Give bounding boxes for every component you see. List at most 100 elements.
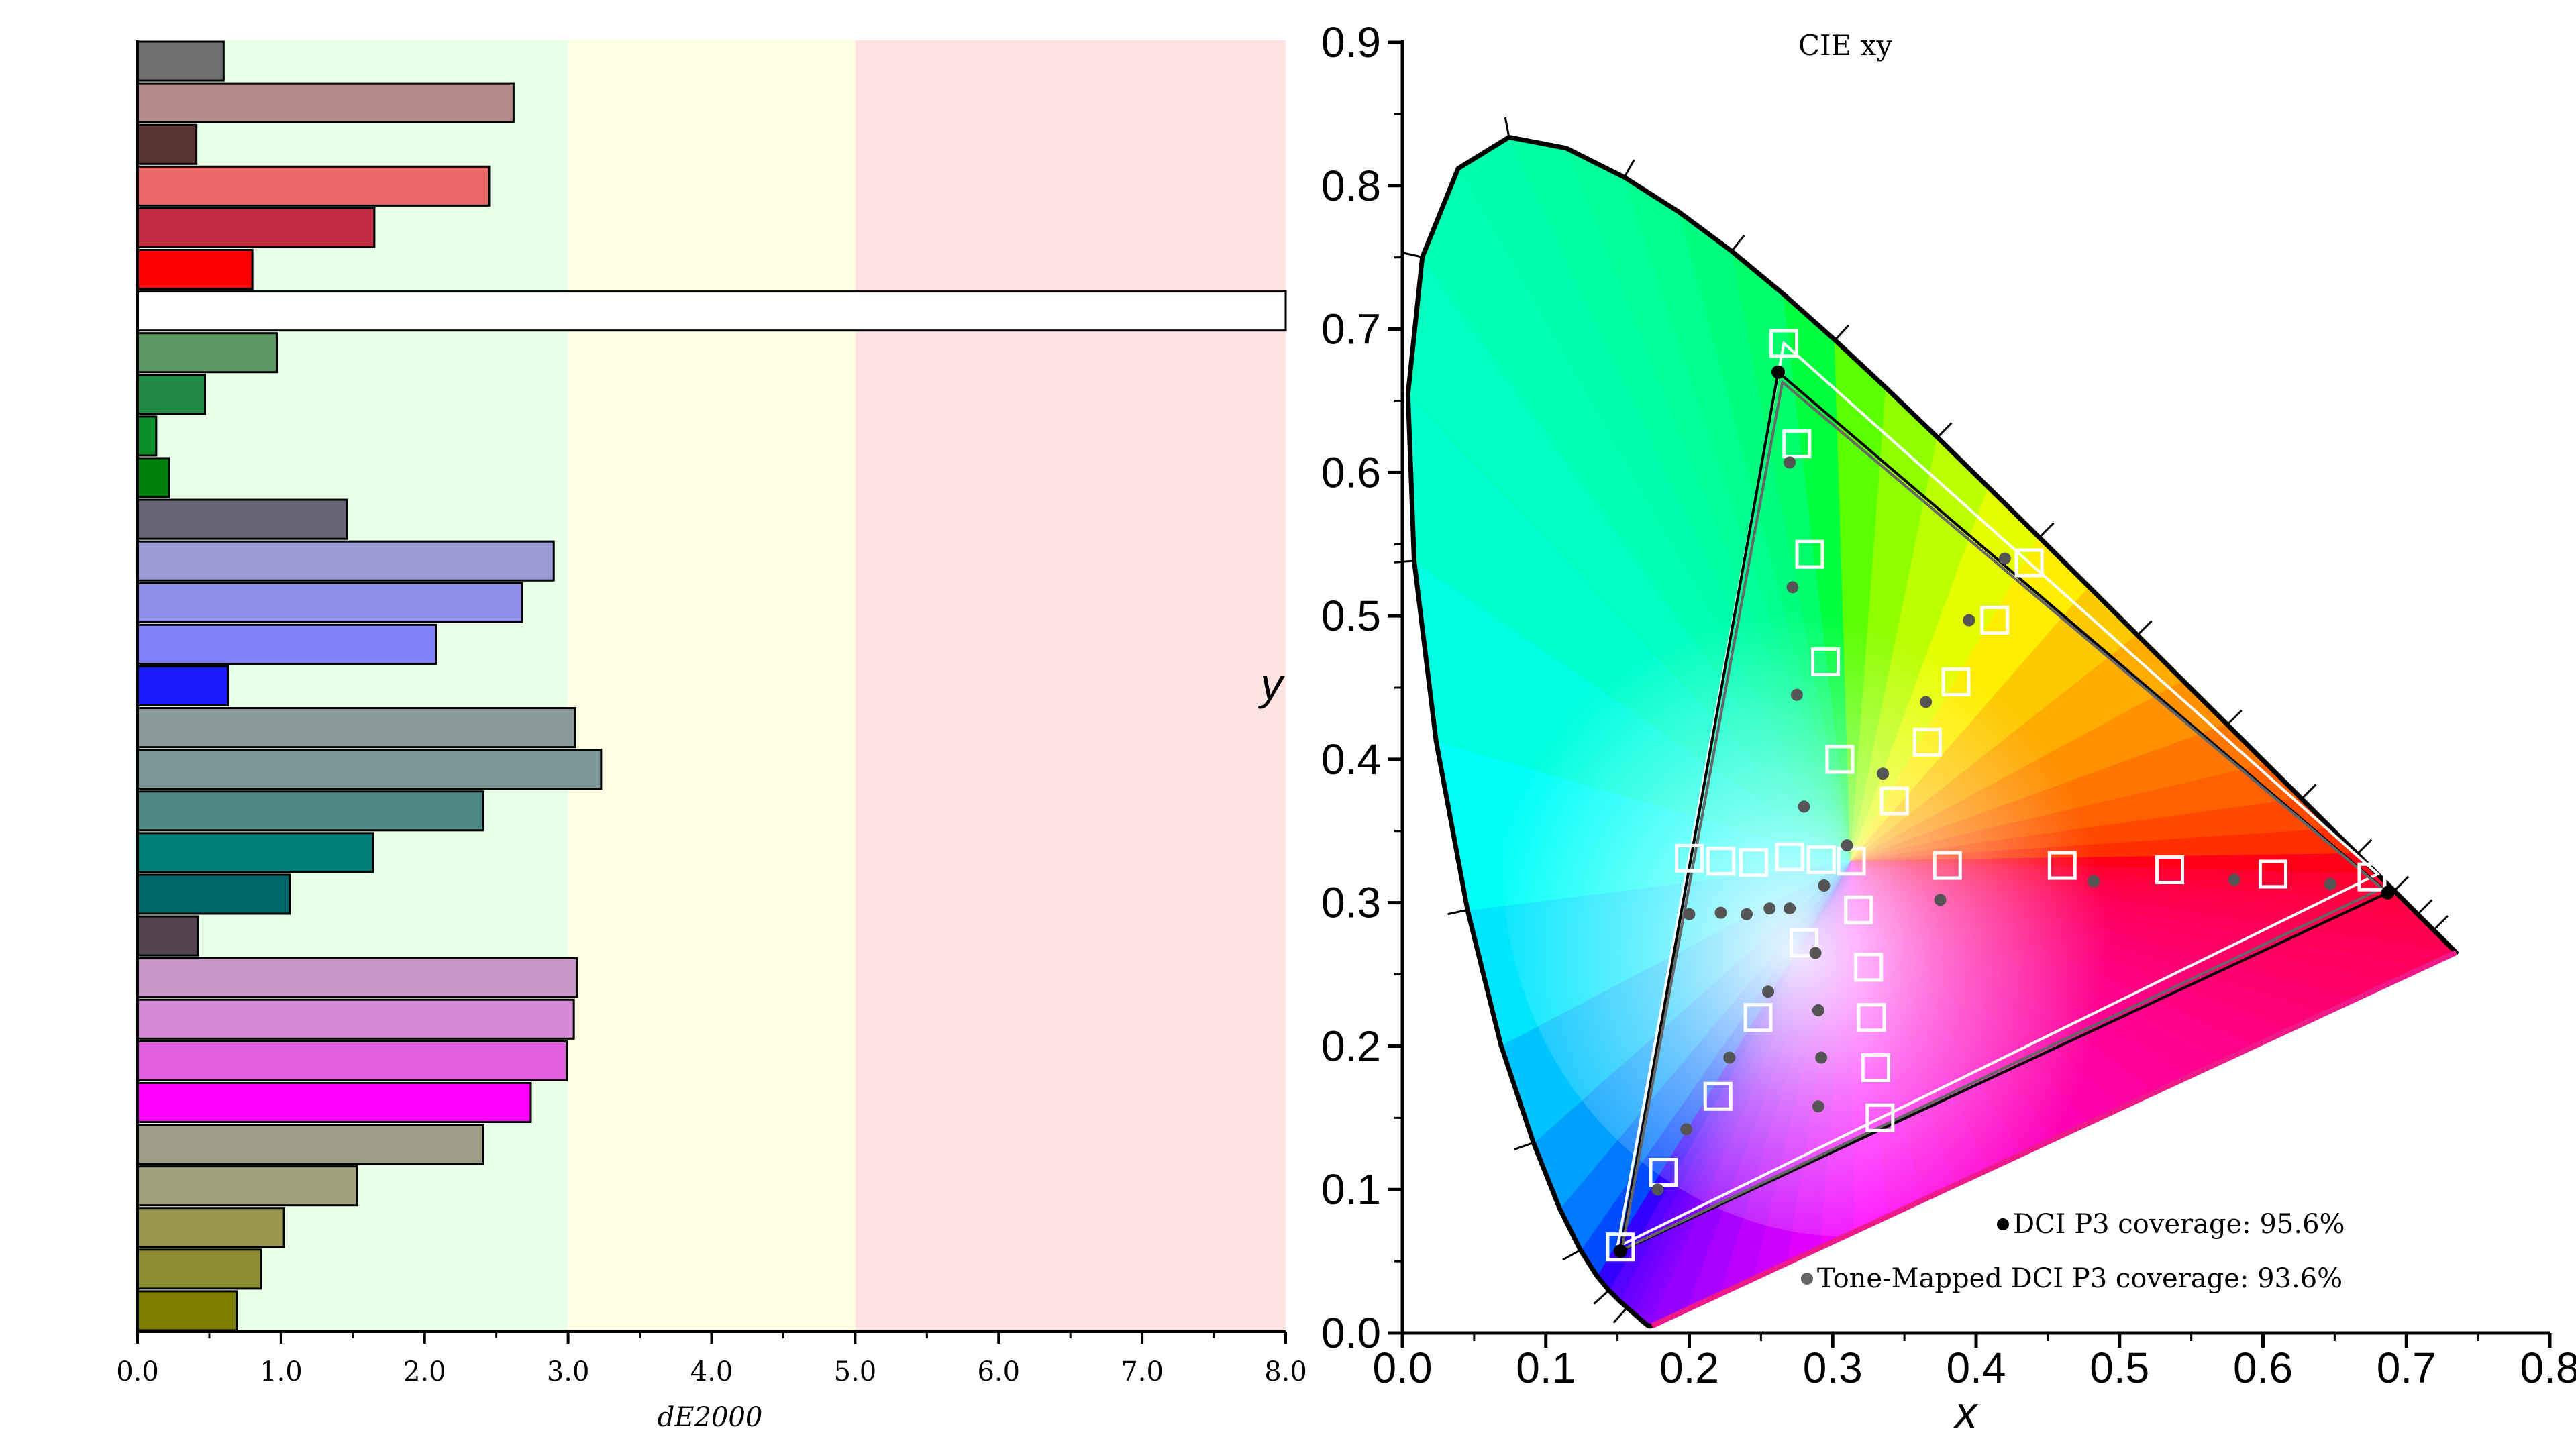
bar-x-tick-label: 1.0 [260,1356,303,1387]
bar [136,998,575,1040]
bar [136,374,207,415]
locus-tick [2039,522,2055,539]
locus-tick [2226,709,2243,726]
locus-tick [1514,1141,1534,1150]
measured-point [1784,902,1796,915]
legend-label-tone-mapped: Tone-Mapped DCI P3 coverage: 93.6% [1817,1263,2342,1294]
target-square [1739,848,1769,877]
locus-tick [1402,252,1423,258]
cie-y-tick-label: 0.5 [1321,592,1381,640]
locus-tick [2432,915,2449,931]
bar [136,540,555,582]
cie-xy-diagram: 0.0 0.1 0.2 0.3 0.4 0.5 0.6 0.7 0.8 0.0 0.1 0.2 0.3 0… [1258,18,2576,1437]
target-square [1706,847,1736,876]
cie-y-tick-label: 0.4 [1321,735,1381,784]
target-square [1980,606,2010,635]
cie-axes: 0.0 0.1 0.2 0.3 0.4 0.5 0.6 0.7 0.8 0.0 0.1 0.2 0.3 0… [1321,18,2576,1392]
legend-marker-tone-mapped [1801,1273,1813,1285]
bar [136,1124,484,1165]
bar-x-tick-label: 8.0 [1264,1356,1307,1387]
bar [136,623,437,665]
bar [136,1165,358,1207]
measured-point [1998,552,2011,565]
bar [136,207,376,248]
locus-tick [2417,899,2433,915]
legend-label-dci-p3: DCI P3 coverage: 95.6% [2013,1209,2345,1240]
target-square [1782,429,1812,459]
cie-x-tick-label: 0.1 [1516,1344,1576,1392]
target-square [2258,859,2287,889]
measured-point [2324,877,2336,890]
measured-point [1841,839,1853,852]
measured-point [1714,906,1727,919]
measured-point [1680,1123,1693,1136]
locus-tick [1562,1249,1581,1261]
measured-point [1798,800,1810,813]
measured-point [1815,1051,1828,1064]
cie-y-axis-label: y [1258,659,1286,709]
bar-x-tick-label: 6.0 [977,1356,1020,1387]
bar [136,873,291,915]
target-square [1675,843,1704,873]
locus-tick [1612,1307,1628,1324]
legend-marker-dci-p3 [1997,1218,2009,1230]
bar [136,165,491,207]
measured-point [1812,1004,1824,1016]
target-square [1606,1232,1635,1262]
locus-tick [2393,875,2410,892]
target-square [1806,845,1836,875]
locus-tick [1937,422,1953,439]
locus-tick [2136,620,2153,636]
primary-point [1771,365,1786,379]
white-point-glow [1502,485,2200,1237]
cie-x-tick-label: 0.3 [1803,1344,1863,1392]
target-square [1775,842,1804,871]
bar [136,123,198,165]
bar [136,1040,568,1081]
target-square [1790,928,1818,958]
cie-x-axis-label: x [1953,1387,1979,1437]
measured-point [1920,696,1933,708]
bar-x-axis: 0.0 1.0 2.0 3.0 4.0 5.0 6.0 7.0 8.0 [116,40,1307,1387]
primary-point [2381,885,2395,900]
measured-point [1683,908,1696,920]
target-square [1941,667,1971,696]
locus-tick [1593,1289,1610,1305]
target-square [1857,1003,1886,1032]
locus-tick [2357,839,2373,855]
gamut-triangle [1615,341,2381,1250]
locus-wavelength-ticks [1394,117,2449,1324]
measured-point [1818,879,1831,892]
target-square [1879,786,1909,816]
target-square [1703,1081,1733,1111]
target-square [1861,1053,1890,1083]
target-square [1825,745,1855,774]
cie-y-tick-label: 0.6 [1321,448,1381,496]
locus-tick [2301,784,2317,800]
target-square [1865,1103,1895,1132]
target-square [1769,329,1799,358]
cie-legend: DCI P3 coverage: 95.6% Tone-Mapped DCI P… [1801,1209,2345,1294]
bar [136,332,278,374]
target-square [1844,895,1873,924]
bar-x-tick-label: 5.0 [834,1356,877,1387]
locus-tick [1504,117,1510,138]
measured-point [1763,902,1776,915]
cie-y-tick-label: 0.8 [1321,162,1381,210]
bar [136,957,578,998]
target-points [1606,329,2387,1262]
primary-point [1613,1244,1627,1258]
cie-y-tick-label: 0.3 [1321,879,1381,927]
chromaticity-colors [1408,137,2457,1326]
bar [136,498,348,540]
cie-x-tick-label: 0.7 [2377,1344,2436,1392]
bar-x-tick-label: 0.0 [116,1356,159,1387]
locus-tick [1394,559,1414,564]
measured-point [1809,947,1822,959]
purple-line [1651,950,2458,1328]
bar [136,1081,532,1124]
measured-point [1741,908,1753,920]
cie-y-tick-label: 0.1 [1321,1165,1381,1214]
target-square [2155,855,2185,884]
target-square [1811,647,1841,677]
